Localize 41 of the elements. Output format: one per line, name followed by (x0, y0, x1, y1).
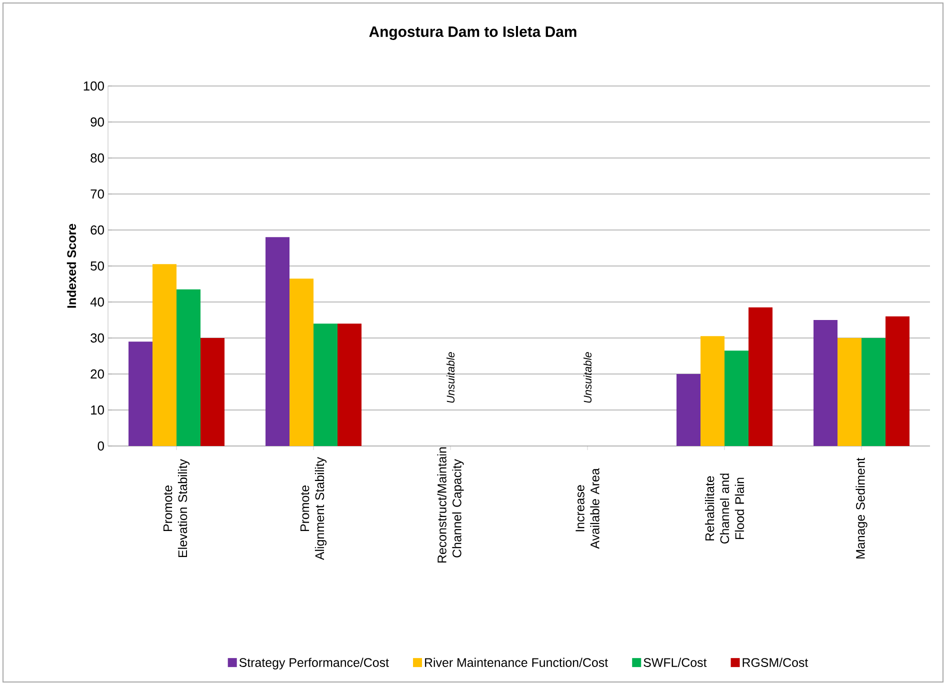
annotation: Unsuitable (446, 352, 455, 403)
bar (176, 289, 201, 446)
y-tick-label: 30 (90, 333, 104, 343)
x-tick-label: Increase Available Area (576, 468, 600, 549)
legend-label: RGSM/Cost (742, 658, 808, 667)
x-tick-label: Rehabilitate Channel and Flood Plain (704, 474, 744, 544)
legend-label: SWFL/Cost (644, 658, 707, 667)
x-tick-label: Promote Alignment Stability (300, 456, 327, 560)
bar (814, 320, 838, 446)
chart-title: Angostura Dam to Isleta Dam (369, 26, 576, 40)
bar (338, 324, 362, 446)
y-tick-label: 50 (90, 261, 104, 271)
bar (676, 374, 701, 446)
bar (128, 342, 153, 446)
legend-label: River Maintenance Function/Cost (425, 658, 608, 667)
bar (314, 324, 338, 446)
y-tick-label: 100 (84, 81, 104, 91)
y-tick-label: 0 (98, 441, 104, 451)
x-tick-label: Promote Elevation Stability (163, 459, 190, 557)
annotation: Unsuitable (583, 352, 592, 403)
y-tick-label: 40 (90, 297, 104, 307)
bar (838, 338, 862, 446)
y-tick-label: 70 (90, 189, 104, 199)
y-tick-label: 90 (90, 117, 104, 127)
bar (886, 316, 910, 446)
bar (290, 278, 314, 446)
bar (200, 338, 225, 446)
bar (862, 338, 886, 446)
y-tick-label: 60 (90, 225, 104, 235)
y-axis-title: Indexed Score (66, 224, 76, 308)
y-tick-label: 20 (90, 369, 104, 379)
x-tick-label: Manage Sediment (856, 458, 868, 558)
x-tick-label: Reconstruct/Maintain Channel Capacity (437, 447, 464, 562)
legend-label: Strategy Performance/Cost (239, 658, 389, 670)
y-tick-label: 80 (90, 153, 104, 163)
bar (700, 336, 725, 446)
bar (724, 350, 749, 446)
bar (266, 237, 290, 446)
bar (748, 307, 773, 446)
bar (152, 264, 177, 446)
y-tick-label: 10 (91, 405, 104, 415)
